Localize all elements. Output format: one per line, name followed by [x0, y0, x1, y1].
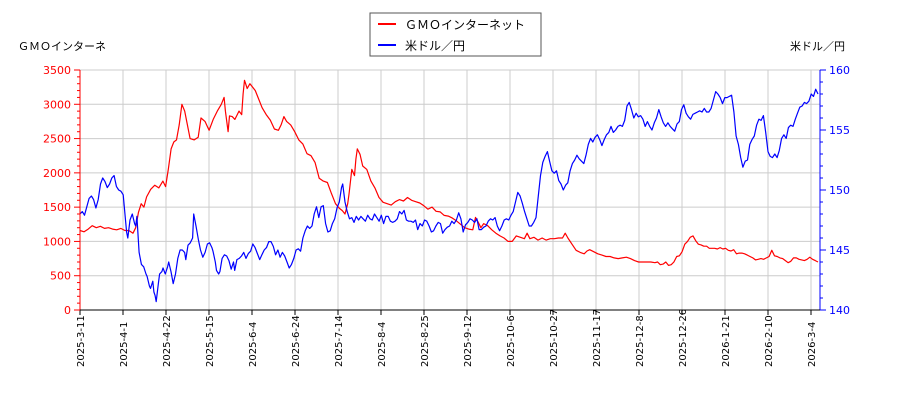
x-tick-label: 2025-4-22 [162, 315, 173, 367]
x-tick-label: 2025-10-6 [506, 315, 517, 367]
left-tick-label: 3500 [43, 64, 71, 77]
right-tick-label: 155 [829, 124, 850, 137]
usdjpy-line [79, 88, 819, 303]
right-tick-label: 150 [829, 184, 850, 197]
x-tick-label: 2025-12-26 [678, 309, 689, 367]
x-tick-label: 2026-2-10 [764, 315, 775, 367]
left-tick-label: 500 [50, 270, 71, 283]
x-tick-label: 2025-11-17 [592, 309, 603, 367]
x-tick-label: 2025-4-1 [119, 322, 130, 367]
right-tick-label: 145 [829, 244, 850, 257]
left-tick-label: 0 [64, 304, 71, 317]
axes: 2025-3-11 2025-4-1 2025-4-22 2025-5-15 2025-… [43, 64, 850, 367]
legend-box [369, 12, 542, 57]
right-axis-title: 米ドル／円 [790, 40, 845, 53]
x-tick-label: 2025-8-4 [377, 322, 388, 367]
left-tick-label: 2000 [43, 167, 71, 180]
series-layer [79, 79, 819, 303]
x-tick-label: 2025-3-11 [76, 315, 87, 367]
grid-lines [80, 69, 820, 311]
x-tick-label: 2025-6-4 [248, 322, 259, 367]
left-tick-label: 3000 [43, 98, 71, 111]
left-axis-title: ＧＭＯインターネ [18, 40, 106, 53]
x-tick-label: 2026-1-21 [721, 315, 732, 367]
x-tick-label: 2025-10-27 [549, 309, 560, 367]
left-tick-label: 1500 [43, 201, 71, 214]
x-tick-label: 2025-9-12 [463, 315, 474, 367]
legend-label-usdjpy: 米ドル／円 [405, 39, 465, 53]
x-tick-label: 2026-3-4 [807, 322, 818, 367]
x-tick-label: 2025-6-24 [291, 315, 302, 367]
x-tick-label: 2025-8-25 [420, 315, 431, 367]
legend-label-gmo: ＧＭＯインターネット [405, 18, 525, 32]
x-tick-label: 2025-7-14 [334, 315, 345, 367]
x-tick-label: 2025-12-8 [635, 315, 646, 367]
legend: ＧＭＯインターネット 米ドル／円 [369, 12, 542, 57]
right-tick-label: 160 [829, 64, 850, 77]
left-tick-label: 2500 [43, 133, 71, 146]
x-tick-label: 2025-5-15 [205, 315, 216, 367]
right-tick-label: 140 [829, 304, 850, 317]
left-tick-label: 1000 [43, 235, 71, 248]
